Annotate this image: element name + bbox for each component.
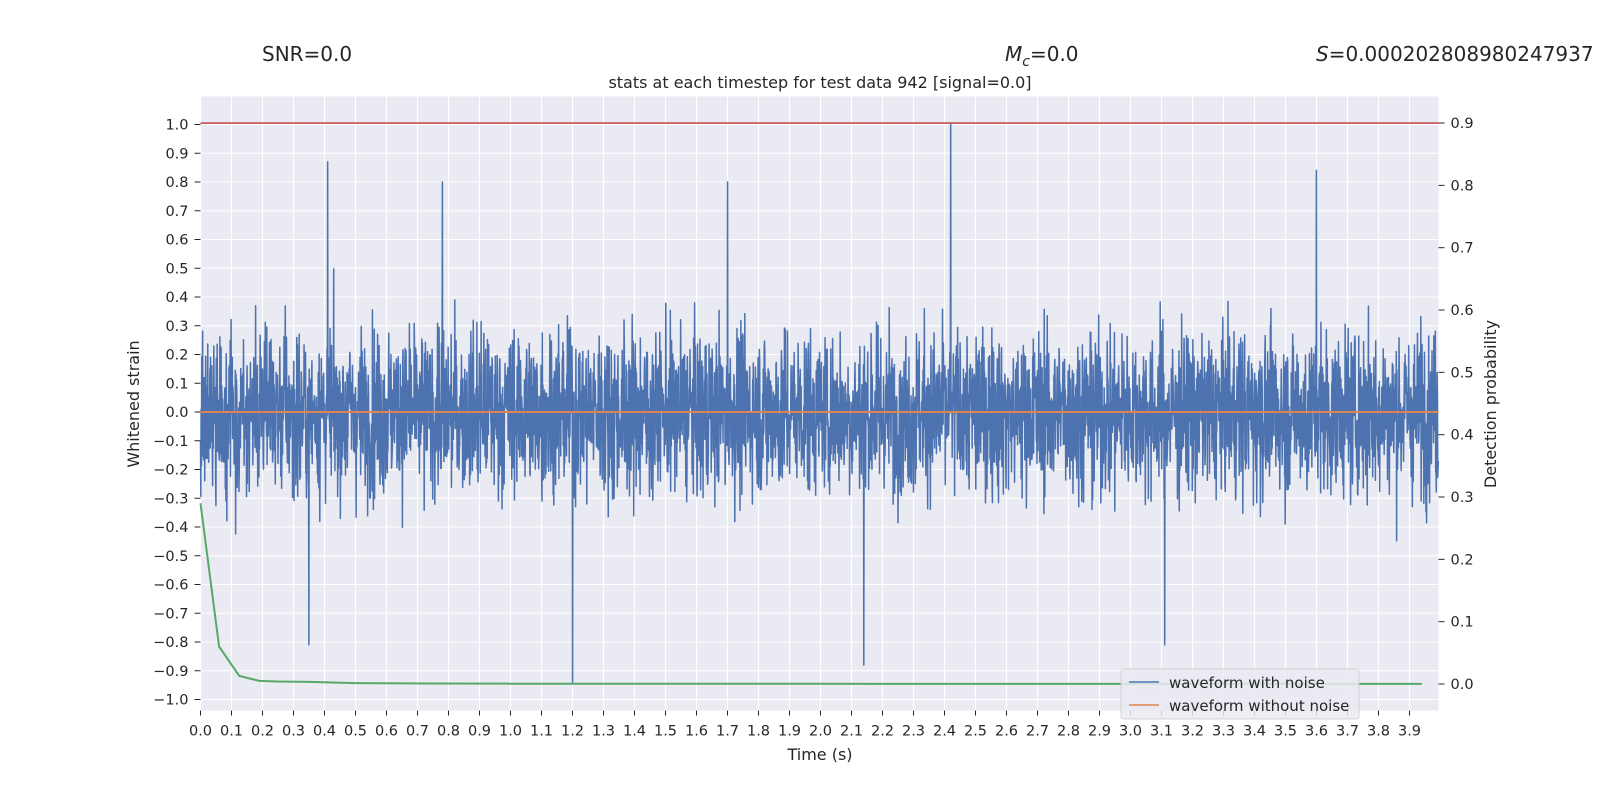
x-axis-label: Time (s) [786, 745, 852, 764]
y-left-tick-label: −0.5 [153, 549, 188, 565]
y-left-tick-label: 0.6 [165, 233, 188, 249]
y-right-tick-label: 0.6 [1451, 303, 1474, 319]
y-left-tick-label: −0.6 [153, 578, 188, 594]
y-left-tick-label: −0.4 [153, 520, 188, 536]
x-tick-label: 3.8 [1367, 724, 1390, 740]
chirp-mass-subscript: c [1022, 54, 1030, 70]
x-tick-label: 3.4 [1243, 724, 1266, 740]
y-right-tick-label: 0.1 [1451, 615, 1474, 631]
chart-title: stats at each timestep for test data 942… [608, 73, 1031, 92]
probability-trace [199, 503, 1422, 685]
y-left-tick-label: −0.9 [153, 664, 188, 680]
y-right-tick-label: 0.9 [1451, 116, 1474, 132]
y-left-tick-labels: 1.0 0.9 0.8 0.7 0.6 0.5 0.4 0.3 0.2 0.1 0.0 −0.1 −0.… [153, 118, 201, 709]
y-left-tick-label: 0.7 [165, 204, 188, 220]
y-left-tick-label: 0.8 [165, 175, 188, 191]
y-right-tick-label: 0.5 [1451, 365, 1474, 381]
x-tick-label: 1.4 [623, 724, 646, 740]
x-tick-label: 0.8 [437, 724, 460, 740]
x-tick-label: 0.7 [406, 724, 429, 740]
y-left-tick-label: −1.0 [153, 693, 188, 709]
x-tick-label: 0.9 [468, 724, 491, 740]
x-tick-label: 0.6 [375, 724, 398, 740]
x-tick-label: 3.2 [1181, 724, 1204, 740]
x-tick-label: 0.1 [220, 724, 243, 740]
x-tick-label: 0.0 [189, 724, 212, 740]
x-tick-label: 1.2 [561, 724, 584, 740]
x-tick-label: 2.5 [964, 724, 987, 740]
x-tick-label: 3.6 [1305, 724, 1328, 740]
y-left-tick-label: 0.3 [165, 319, 188, 335]
y-left-tick-label: 0.2 [165, 348, 188, 364]
x-tick-label: 1.3 [592, 724, 615, 740]
y-left-tick-label: −0.1 [153, 434, 188, 450]
y-right-axis-label: Detection probability [1481, 320, 1500, 488]
x-tick-label: 1.0 [499, 724, 522, 740]
x-tick-label: 2.4 [933, 724, 956, 740]
x-tick-label: 0.4 [313, 724, 336, 740]
x-tick-label: 2.9 [1088, 724, 1111, 740]
y-right-tick-label: 0.8 [1451, 178, 1474, 194]
x-tick-label: 3.3 [1212, 724, 1235, 740]
x-tick-label: 0.2 [251, 724, 274, 740]
legend-label-clean: waveform without noise [1169, 697, 1349, 715]
snr-annotation: SNR=0.0 [262, 42, 352, 66]
s-value: =0.000202808980247937 [1329, 42, 1594, 66]
y-left-tick-label: 0.4 [165, 290, 188, 306]
x-tick-label: 1.9 [778, 724, 801, 740]
s-annotation: S=0.000202808980247937 [1316, 42, 1594, 66]
x-tick-label: 0.3 [282, 724, 305, 740]
x-tick-label: 2.3 [902, 724, 925, 740]
y-right-tick-labels: 0.9 0.8 0.7 0.6 0.5 0.4 0.3 0.2 0.1 0.0 [1438, 116, 1474, 693]
chirp-mass-value: =0.0 [1030, 42, 1079, 66]
y-right-tick-label: 0.4 [1451, 428, 1474, 444]
y-left-axis-label: Whitened strain [124, 340, 143, 467]
x-tick-label: 1.5 [654, 724, 677, 740]
x-tick-label: 2.2 [871, 724, 894, 740]
x-tick-label: 1.6 [685, 724, 708, 740]
x-tick-label: 0.5 [344, 724, 367, 740]
y-right-tick-label: 0.7 [1451, 241, 1474, 257]
legend-box [1120, 668, 1360, 720]
x-tick-label: 2.6 [995, 724, 1018, 740]
x-tick-label: 1.7 [716, 724, 739, 740]
legend: waveform with noise waveform without noi… [1120, 668, 1360, 720]
series-detection-probability [199, 503, 1422, 685]
x-tick-label: 2.1 [840, 724, 863, 740]
y-left-tick-label: −0.8 [153, 635, 188, 651]
x-tick-label: 1.8 [747, 724, 770, 740]
legend-label-noise: waveform with noise [1169, 674, 1325, 692]
noise-trace [199, 123, 1440, 683]
x-tick-label: 2.8 [1057, 724, 1080, 740]
x-tick-label: 2.0 [809, 724, 832, 740]
y-right-tick-label: 0.0 [1451, 677, 1474, 693]
x-tick-label: 3.7 [1336, 724, 1359, 740]
x-tick-label: 3.5 [1274, 724, 1297, 740]
chirp-mass-annotation: Mc=0.0 [1005, 42, 1079, 70]
y-left-tick-label: 0.9 [165, 146, 188, 162]
y-left-tick-label: −0.7 [153, 606, 188, 622]
chirp-mass-symbol: M [1005, 42, 1022, 66]
y-left-tick-label: 0.0 [165, 405, 188, 421]
x-tick-labels: 0.0 0.1 0.2 0.3 0.4 0.5 0.6 0.7 0.8 0.9 1.0 1.1 1.2 1… [189, 710, 1421, 740]
x-tick-label: 3.9 [1398, 724, 1421, 740]
y-left-tick-label: 0.1 [165, 376, 188, 392]
x-tick-label: 3.0 [1119, 724, 1142, 740]
y-left-tick-label: −0.3 [153, 491, 188, 507]
x-tick-label: 3.1 [1150, 724, 1173, 740]
series-waveform-with-noise [199, 123, 1440, 683]
y-left-tick-label: 0.5 [165, 261, 188, 277]
y-right-tick-label: 0.3 [1451, 490, 1474, 506]
y-left-tick-label: −0.2 [153, 463, 188, 479]
x-tick-label: 2.7 [1026, 724, 1049, 740]
y-left-tick-label: 1.0 [165, 118, 188, 134]
x-tick-label: 1.1 [530, 724, 553, 740]
s-symbol: S [1316, 42, 1329, 66]
y-right-tick-label: 0.2 [1451, 552, 1474, 568]
